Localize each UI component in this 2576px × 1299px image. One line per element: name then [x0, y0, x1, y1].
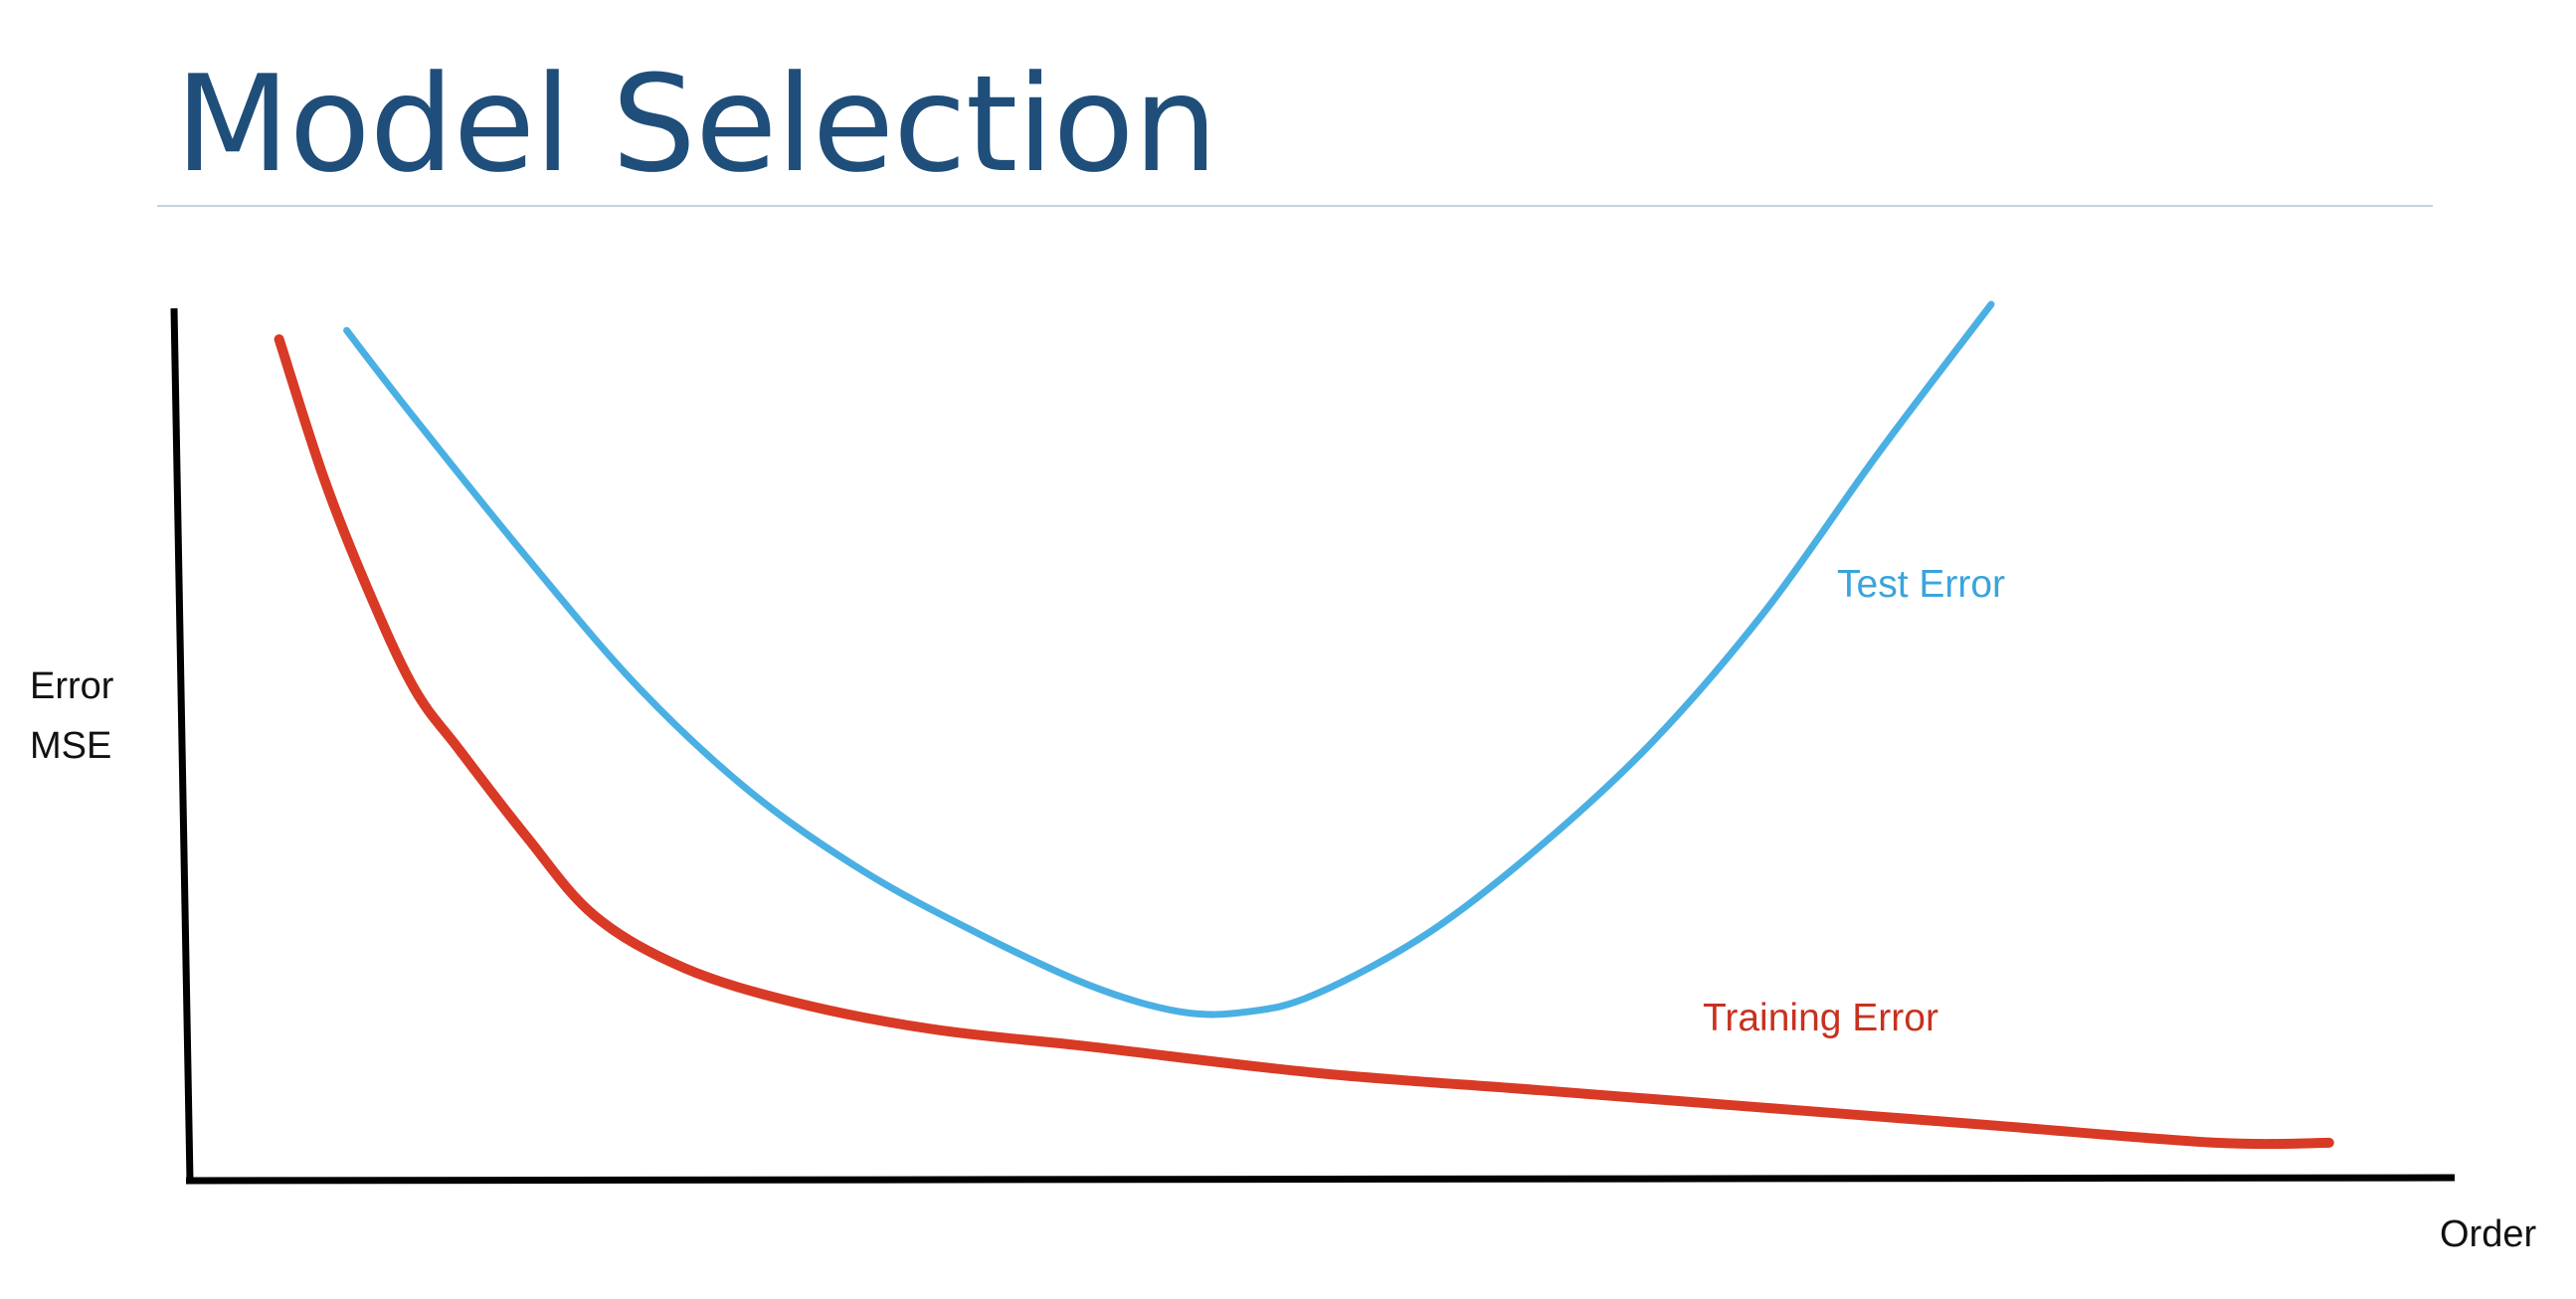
series-label-training-error: Training Error: [1703, 997, 1938, 1039]
y-axis-label-line-2: MSE: [30, 725, 111, 767]
y-axis-label-line-1: Error: [30, 665, 114, 707]
x-axis: [185, 1174, 2456, 1185]
y-axis: [170, 307, 194, 1182]
series-line-test-error: [343, 300, 1995, 1019]
slide-title: Model Selection: [175, 47, 1217, 202]
series-line-training-error: [274, 334, 2334, 1150]
series-label-test-error: Test Error: [1837, 563, 2005, 606]
x-axis-label: Order: [2440, 1213, 2536, 1255]
title-divider: [157, 205, 2433, 207]
